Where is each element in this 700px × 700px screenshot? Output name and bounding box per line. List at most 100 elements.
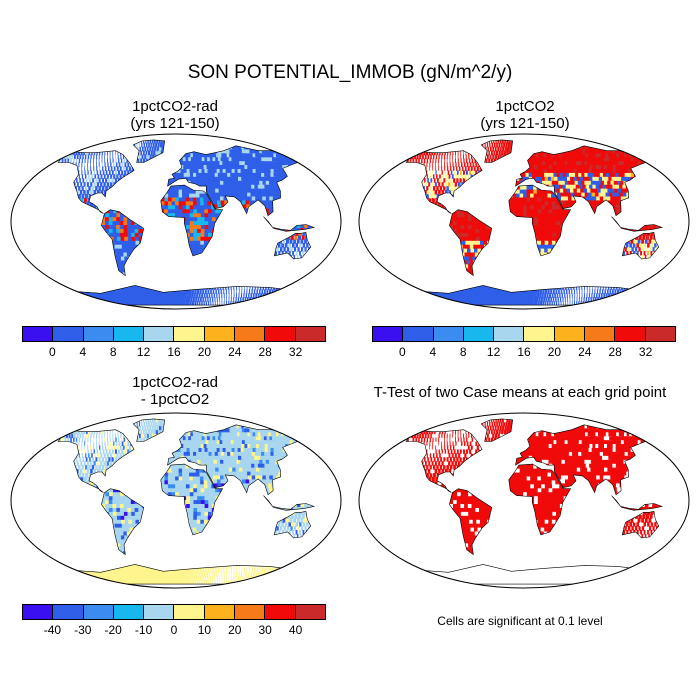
coastline — [160, 184, 224, 257]
colorbar-tick-label: 8 — [109, 345, 117, 359]
coastline — [449, 209, 493, 277]
panel-2-title: 1pctCO2 (yrs 121-150) — [360, 98, 690, 132]
coastline — [132, 418, 166, 442]
colorbar-absolute-1-ticks: 0 4 8 12 16 20 24 28 32 — [22, 345, 326, 361]
coastline — [508, 184, 572, 257]
colorbar-swatch — [144, 327, 175, 341]
colorbar-tick-label: 32 — [638, 345, 653, 359]
colorbar-tick-label: -20 — [104, 623, 122, 637]
coastline — [508, 463, 572, 536]
coastline — [101, 209, 145, 277]
landmass-greenland — [133, 418, 165, 442]
landmass-samerica — [449, 488, 492, 555]
coastline — [101, 488, 145, 556]
colorbar-swatch — [144, 605, 175, 619]
map-border — [10, 133, 342, 310]
map-border — [358, 133, 690, 310]
landmass-indonesia — [611, 495, 662, 511]
colorbar-tick-label: -40 — [43, 623, 62, 637]
landmass-samerica — [101, 209, 144, 276]
colorbar-swatch — [23, 327, 54, 341]
panel-1-title-line2: (yrs 121-150) — [130, 115, 220, 132]
colorbar-tick-label: 32 — [288, 345, 303, 359]
colorbar-tick-label: 0 — [170, 623, 178, 637]
colorbar-swatch — [265, 327, 296, 341]
landmass-greenland — [133, 139, 165, 163]
map-panel-1rad — [10, 133, 342, 310]
map-panel-ttest — [358, 412, 690, 589]
colorbar-swatch — [373, 327, 404, 341]
colorbar-swatch — [23, 605, 54, 619]
coastline — [611, 216, 664, 232]
colorbar-tick-label: 30 — [258, 623, 272, 637]
colorbar-tick-label: 20 — [228, 623, 242, 637]
map-border — [10, 412, 342, 589]
colorbar-tick-label: 24 — [228, 345, 242, 359]
landmass-namerica — [406, 429, 483, 493]
colorbar-swatch — [235, 327, 266, 341]
landmass-antarctica — [407, 285, 641, 306]
panel-3-title: 1pctCO2-rad - 1pctCO2 — [10, 374, 340, 408]
coastline — [621, 231, 660, 260]
colorbar-absolute-2 — [372, 326, 676, 342]
coastline — [406, 285, 642, 306]
map-border — [358, 412, 690, 589]
landmass-indonesia — [263, 495, 314, 511]
colorbar-swatch — [265, 605, 296, 619]
colorbar-tick-label: 0 — [399, 345, 406, 359]
colorbar-tick-label: 20 — [197, 345, 212, 359]
coastline — [480, 139, 514, 163]
colorbar-tick-label: 8 — [459, 345, 467, 359]
colorbar-swatch — [174, 327, 205, 341]
coastline — [263, 495, 316, 511]
landmass-antarctica — [59, 285, 293, 306]
coastline — [58, 285, 294, 306]
coastline — [405, 150, 483, 214]
coastline — [406, 564, 642, 585]
landmass-indonesia — [263, 216, 314, 232]
map-panel-1pct — [358, 133, 690, 310]
landmass-namerica — [58, 150, 135, 214]
colorbar-difference-ticks: -40 -30 -20 -10 0 10 20 30 40 — [22, 623, 326, 639]
map-panel-difference — [10, 412, 342, 589]
colorbar-swatch — [53, 605, 84, 619]
coastline — [611, 495, 664, 511]
coastline — [273, 231, 312, 260]
coastline — [167, 145, 299, 217]
colorbar-tick-label: 16 — [517, 345, 531, 359]
colorbar-swatch — [615, 327, 646, 341]
panel-4-title-line1: T-Test of two Case means at each grid po… — [373, 384, 667, 401]
colorbar-swatch — [113, 605, 145, 619]
landmass-greenland — [481, 139, 513, 163]
colorbar-swatch — [53, 327, 84, 341]
colorbar-tick-label: 4 — [79, 345, 87, 359]
coastline — [515, 424, 647, 496]
colorbar-swatch — [204, 327, 236, 341]
landmass-indonesia — [611, 216, 662, 232]
colorbar-difference — [22, 604, 326, 620]
landmass-antarctica — [407, 564, 641, 585]
colorbar-tick-label: 20 — [547, 345, 562, 359]
colorbar-swatch — [585, 327, 616, 341]
coastline — [405, 429, 483, 493]
coastline — [449, 488, 493, 556]
coastline — [167, 424, 299, 496]
colorbar-tick-label: 0 — [49, 345, 56, 359]
colorbar-tick-label: 28 — [608, 345, 622, 359]
colorbar-swatch — [554, 327, 586, 341]
landmass-samerica — [101, 488, 144, 555]
colorbar-swatch — [295, 327, 325, 341]
colorbar-swatch — [645, 327, 675, 341]
colorbar-swatch — [235, 605, 266, 619]
coastline — [57, 429, 135, 493]
coastline — [515, 145, 647, 217]
colorbar-tick-label: 10 — [197, 623, 212, 637]
coastline — [132, 139, 166, 163]
coastline — [621, 510, 660, 539]
panel-3-title-line2: - 1pctCO2 — [140, 391, 210, 408]
landmass-namerica — [58, 429, 135, 493]
landmass-namerica — [406, 150, 483, 214]
coastline — [480, 418, 514, 442]
panel-1-title: 1pctCO2-rad (yrs 121-150) — [10, 98, 340, 132]
colorbar-swatch — [524, 327, 555, 341]
